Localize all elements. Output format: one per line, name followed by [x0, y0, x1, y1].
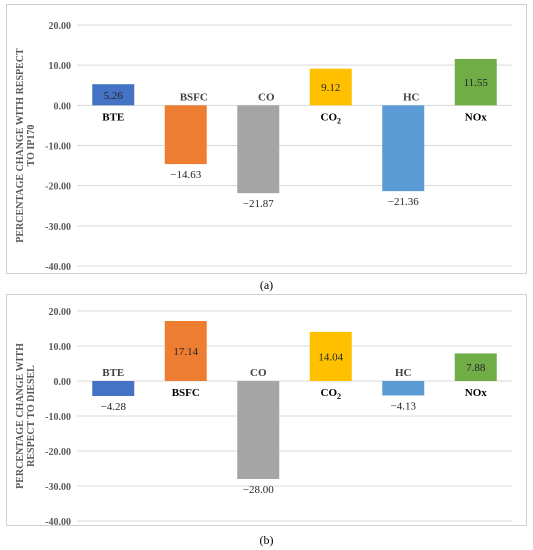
- bar-nox: [454, 353, 497, 381]
- value-label: 5.26: [104, 90, 124, 102]
- category-label-bsfc: BSFC: [180, 91, 208, 103]
- bar-bsfc: [164, 321, 207, 381]
- category-label-text: HC: [403, 91, 420, 103]
- y-tick-label: -30.00: [45, 482, 71, 493]
- y-tick-label: -20.00: [45, 447, 71, 458]
- value-label: −14.63: [170, 169, 201, 181]
- y-tick-label: 10.00: [49, 342, 72, 353]
- value-label: 9.12: [321, 82, 340, 94]
- bar-nox: [454, 58, 497, 106]
- category-label-co: CO: [258, 91, 275, 103]
- value-label: 14.04: [318, 351, 343, 363]
- y-axis-title: PERCENTAGE CHANGE WITH RESPECT: [15, 48, 26, 243]
- y-tick-label: 0.00: [54, 377, 72, 388]
- value-label: −4.13: [391, 400, 417, 412]
- chart-panel-a: 20.00 10.00 0.00 -10.00 -20.00 -30.00 -40.00 PE…: [6, 4, 527, 274]
- category-label-subscript: 2: [337, 116, 341, 125]
- category-label-text: CO: [250, 367, 267, 379]
- y-axis-title: RESPECT TO DIESEL: [26, 365, 37, 467]
- value-label: 11.55: [464, 77, 489, 89]
- y-tick-label: 10.00: [49, 61, 72, 72]
- category-label-nox: NOx: [465, 387, 488, 399]
- y-tick-label: -20.00: [45, 182, 71, 193]
- y-tick-label: 20.00: [49, 307, 72, 318]
- category-label-text: NOx: [465, 111, 488, 123]
- bar-co: [237, 381, 280, 479]
- category-label-text: CO: [258, 91, 275, 103]
- bar-bte: [92, 84, 135, 106]
- category-label-nox: NOx: [465, 111, 488, 123]
- value-label: 17.14: [173, 346, 198, 358]
- value-label: 7.88: [466, 362, 486, 374]
- category-label-text: CO: [321, 111, 338, 123]
- bar-co2: [309, 331, 352, 381]
- bar-bte: [92, 381, 135, 396]
- y-tick-label: -40.00: [45, 262, 71, 273]
- bar-hc: [382, 381, 425, 396]
- category-label-bte: BTE: [102, 111, 124, 123]
- caption-a: (a): [259, 278, 274, 292]
- category-label-hc: HC: [403, 91, 420, 103]
- category-label-subscript: 2: [337, 392, 341, 401]
- category-label-bte: BTE: [102, 367, 124, 379]
- bar-hc: [382, 105, 425, 192]
- bar-bsfc: [164, 105, 207, 165]
- y-tick-label: -30.00: [45, 222, 71, 233]
- bar-co2: [309, 68, 352, 106]
- value-label: −4.28: [101, 401, 127, 413]
- category-label-text: BSFC: [172, 387, 200, 399]
- y-tick-label: 20.00: [49, 21, 72, 32]
- category-label-hc: HC: [395, 367, 412, 379]
- y-tick-label: -10.00: [45, 142, 71, 153]
- category-label-text: BSFC: [180, 91, 208, 103]
- y-tick-label: 0.00: [54, 101, 72, 112]
- value-label: −21.36: [388, 196, 419, 208]
- category-label-text: HC: [395, 367, 412, 379]
- bar-co: [237, 105, 280, 194]
- category-label-text: BTE: [102, 111, 124, 123]
- category-label-text: NOx: [465, 387, 488, 399]
- bar-chart-a: 20.00 10.00 0.00 -10.00 -20.00 -30.00 -40.00 PE…: [15, 21, 512, 273]
- category-label-text: BTE: [102, 367, 124, 379]
- y-axis-title: TO IP170: [26, 125, 37, 167]
- chart-panel-b: 20.00 10.00 0.00 -10.00 -20.00 -30.00 -40.00 PE…: [6, 294, 527, 528]
- category-label-co2: CO2: [321, 387, 342, 401]
- y-axis-title: PERCENTAGE CHANGE WITH: [15, 343, 26, 489]
- bar-chart-b: 20.00 10.00 0.00 -10.00 -20.00 -30.00 -40.00 PE…: [15, 307, 512, 528]
- category-label-co2: CO2: [321, 111, 342, 125]
- y-tick-label: -10.00: [45, 412, 71, 423]
- value-label: −28.00: [243, 484, 274, 496]
- value-label: −21.87: [243, 198, 274, 210]
- category-label-co: CO: [250, 367, 267, 379]
- category-label-bsfc: BSFC: [172, 387, 200, 399]
- y-tick-label: -40.00: [45, 517, 71, 525]
- caption-b: (b): [259, 533, 274, 547]
- category-label-text: CO: [321, 387, 338, 399]
